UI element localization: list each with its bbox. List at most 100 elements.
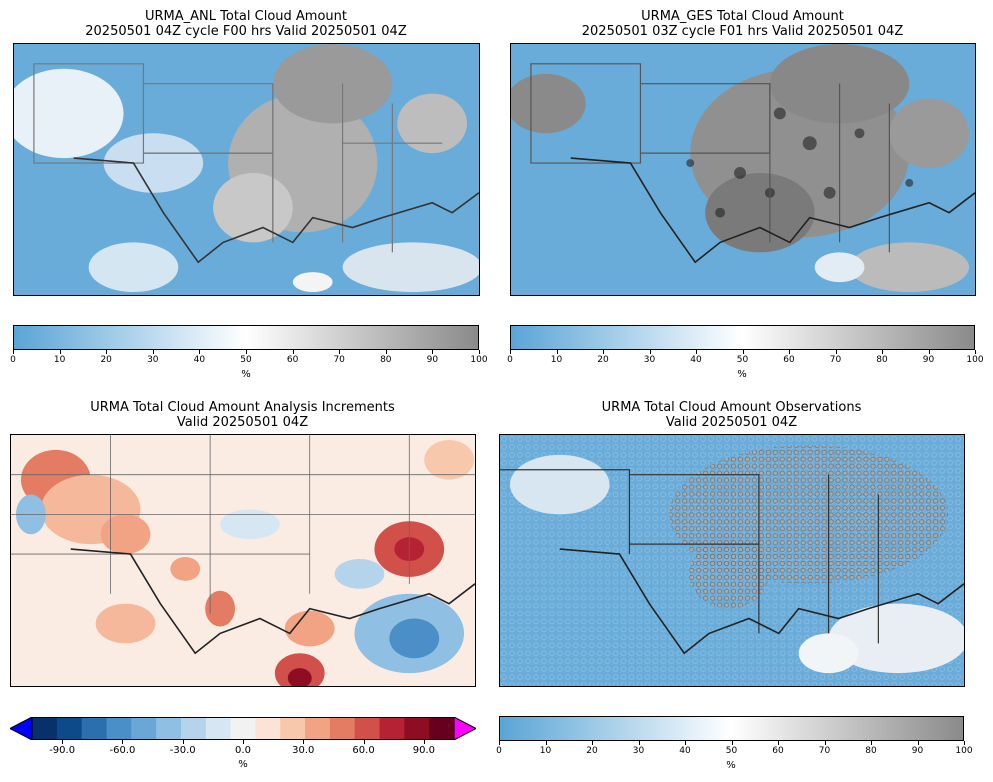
colorbar-under-arrow (8, 716, 33, 741)
colorbar-tickmark (59, 350, 61, 354)
colorbar-tick-label: 20 (597, 355, 609, 365)
panel-increment-title-line2: Valid 20250501 04Z (176, 415, 309, 430)
colorbar-tickmark (339, 350, 341, 354)
panel-obs-title: URMA Total Cloud Amount Observations Val… (498, 400, 965, 430)
colorbar-segment (329, 717, 356, 740)
colorbar-segment (56, 717, 83, 740)
colorbar-anl-ticks: 0 10 20 30 40 50 60 70 80 90 100 (10, 350, 488, 380)
colorbar-segment (131, 717, 157, 740)
colorbar-tickmark (122, 740, 124, 744)
colorbar-tickmark (824, 741, 826, 745)
panel-increment-title: URMA Total Cloud Amount Analysis Increme… (10, 400, 475, 430)
colorbar-tickmark (545, 741, 547, 745)
colorbar-tick-label: 40 (690, 355, 702, 365)
colorbar-tick-label: 50 (240, 355, 252, 365)
colorbar-tickmark (363, 740, 365, 744)
colorbar-tickmark (246, 350, 247, 354)
colorbar-obs-ticks: 0 10 20 30 40 50 60 70 80 90 100 (496, 741, 973, 771)
colorbar-ges (510, 325, 975, 350)
colorbar-tickmark (603, 350, 604, 354)
colorbar-tickmark (106, 350, 108, 354)
colorbar-tick-label: 60.0 (352, 745, 375, 756)
map-ges (510, 43, 976, 296)
colorbar-tickmark (303, 740, 305, 744)
colorbar-increment (8, 716, 478, 741)
colorbar-tick-label: 30 (632, 746, 645, 756)
colorbar-segment (305, 717, 331, 740)
panel-anl-title-line1: URMA_ANL Total Cloud Amount (145, 9, 347, 24)
colorbar-segment (404, 717, 430, 740)
colorbar-tickmark (510, 350, 511, 354)
colorbar-anl-unit: % (241, 369, 251, 380)
colorbar-tickmark (243, 740, 244, 744)
colorbar-tick-label: 40 (679, 746, 691, 756)
colorbar-tick-label: 100 (966, 355, 984, 365)
colorbar-tick-label: -30.0 (169, 745, 196, 756)
colorbar-tick-label: 0 (507, 355, 513, 365)
colorbar-segment (429, 717, 455, 740)
colorbar-tickmark (789, 350, 790, 354)
panel-anl-title-line2: 20250501 04Z cycle F00 hrs Valid 2025050… (85, 24, 407, 39)
colorbar-tick-label: 10 (539, 746, 552, 756)
colorbar-tickmark (423, 740, 425, 744)
colorbar-tickmark (592, 741, 593, 745)
colorbar-tick-label: 100 (955, 746, 973, 756)
colorbar-tickmark (871, 741, 872, 745)
colorbar-anl (13, 325, 479, 350)
colorbar-tick-label: 20 (100, 355, 112, 365)
colorbar-tick-label: 80 (876, 355, 888, 365)
panel-ges-title: URMA_GES Total Cloud Amount 20250501 03Z… (509, 9, 976, 39)
colorbar-tickmark (696, 350, 697, 354)
panel-ges-title-line1: URMA_GES Total Cloud Amount (641, 9, 844, 24)
colorbar-tick-label: 80 (865, 746, 877, 756)
colorbar-tick-label: 60 (772, 746, 784, 756)
colorbar-tickmark (778, 741, 779, 745)
colorbar-tickmark (385, 350, 387, 354)
colorbar-tickmark (835, 350, 837, 354)
colorbar-tickmark (556, 350, 558, 354)
colorbar-tick-label: 70 (829, 355, 842, 365)
colorbar-tick-label: 90 (426, 355, 439, 365)
colorbar-tickmark (432, 350, 434, 354)
colorbar-tickmark (685, 741, 686, 745)
colorbar-tick-label: -90.0 (49, 745, 76, 756)
colorbar-tick-label: 50 (725, 746, 738, 756)
colorbar-tick-label: 90 (911, 746, 924, 756)
colorbar-frame (31, 717, 455, 740)
colorbar-tickmark (917, 741, 919, 745)
colorbar-increment-unit: % (238, 759, 248, 770)
colorbar-segment (180, 717, 207, 740)
colorbar-tick-label: 70 (818, 746, 831, 756)
colorbar-segment (280, 717, 306, 740)
colorbar-tickmark (649, 350, 651, 354)
colorbar-tick-label: 70 (333, 355, 345, 365)
colorbar-obs-unit: % (726, 760, 736, 771)
colorbar-tick-label: 30.0 (292, 745, 315, 756)
colorbar-tick-label: 0 (10, 355, 16, 365)
colorbar-tick-label: 30 (643, 355, 656, 365)
colorbar-tick-label: 50 (736, 355, 749, 365)
colorbar-tick-label: 10 (53, 355, 66, 365)
colorbar-tick-label: 20 (586, 746, 598, 756)
colorbar-obs (499, 716, 964, 741)
colorbar-segment (156, 717, 182, 740)
colorbar-tick-label: 0 (496, 746, 502, 756)
colorbar-over-arrow (453, 716, 478, 741)
colorbar-tick-label: 60 (783, 355, 795, 365)
colorbar-tickmark (199, 350, 201, 354)
map-anl (13, 43, 480, 296)
colorbar-tickmark (292, 350, 294, 354)
colorbar-segment (205, 717, 232, 740)
colorbar-tickmark (928, 350, 930, 354)
panel-anl-title: URMA_ANL Total Cloud Amount 20250501 04Z… (12, 9, 480, 39)
colorbar-tick-label: 30 (147, 355, 159, 365)
panel-ges-title-line2: 20250501 03Z cycle F01 hrs Valid 2025050… (581, 24, 904, 39)
colorbar-tickmark (479, 350, 480, 354)
colorbar-tickmark (182, 740, 184, 744)
colorbar-segment (354, 717, 381, 740)
colorbar-segment (106, 717, 132, 740)
colorbar-tick-label: 100 (470, 355, 488, 365)
colorbar-segment (255, 717, 281, 740)
colorbar-tickmark (499, 741, 500, 745)
colorbar-tickmark (882, 350, 883, 354)
